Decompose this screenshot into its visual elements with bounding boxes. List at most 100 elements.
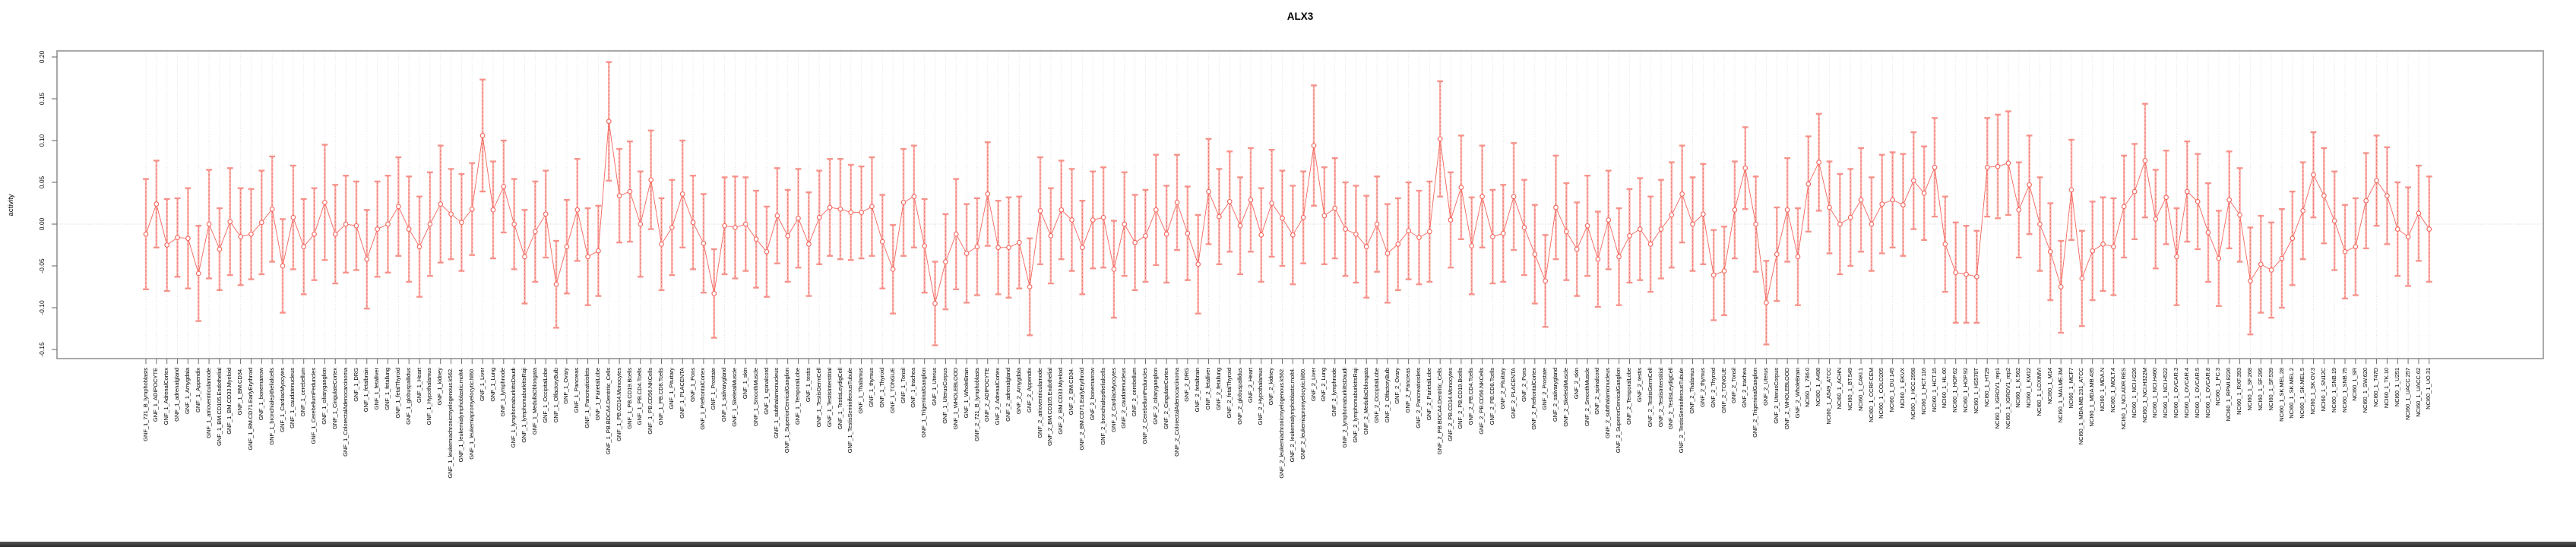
x-tick-label: NCI60_1_RXF.393 — [2236, 368, 2243, 415]
data-point — [890, 267, 896, 272]
data-point — [964, 251, 970, 256]
x-tick-label: NCI60_1_OVCAR.5 — [2193, 368, 2201, 419]
x-tick-label: GNF_1_WHOLEBLOOD — [951, 368, 959, 430]
x-tick-label: GNF_1_fetalThyroid — [394, 368, 401, 419]
x-tick-label: NCI60_1_MCF7 — [2067, 368, 2074, 409]
data-point — [427, 221, 433, 227]
data-point — [511, 221, 517, 227]
x-tick-label: NCI60_1_HCT.116 — [1919, 368, 1927, 415]
data-point — [742, 221, 748, 227]
data-point — [774, 213, 780, 219]
y-tick-label: -0.05 — [38, 258, 46, 274]
data-point — [2268, 267, 2274, 273]
data-point — [1132, 239, 1138, 245]
data-point — [1805, 181, 1812, 187]
data-point — [985, 191, 991, 197]
data-point — [564, 244, 570, 250]
data-point — [1690, 221, 1695, 227]
data-point — [1059, 207, 1065, 213]
x-tick-label: GNF_2_BM.CD33.Myeloid — [1057, 368, 1065, 435]
x-tick-label: GNF_2_MedullaOblongata — [1362, 368, 1369, 435]
data-point — [2311, 172, 2316, 178]
x-tick-label: GNF_1_spinalcord — [762, 368, 770, 415]
x-tick-label: GNF_2_adrenalgland — [1005, 368, 1012, 422]
x-tick-label: GNF_1_fetallung — [384, 368, 391, 410]
x-tick-label: GNF_2_BM.CD105.Endothelial — [1046, 368, 1054, 446]
x-tick-label: GNF_2_SuperiorCervicalGanglion — [1615, 368, 1622, 454]
data-point — [1448, 217, 1454, 223]
x-tick-label: GNF_1_Appendix — [194, 368, 201, 413]
data-point — [217, 246, 223, 252]
x-tick-label: GNF_2_bonemarrow — [1088, 368, 1096, 421]
x-tick-label: NCI60_1_IGROV1_rep1 — [1993, 368, 2001, 429]
x-tick-label: GNF_1_ColorectalAdenocarcinoma — [341, 368, 349, 457]
data-point — [2037, 221, 2043, 227]
data-point — [1637, 226, 1643, 232]
y-tick-label: 0.05 — [38, 175, 46, 189]
x-tick-label: GNF_2_CerebellumPeduncles — [1141, 368, 1149, 444]
data-point — [2394, 226, 2400, 232]
x-tick-label: GNF_2_ciliaryganglion — [1151, 368, 1159, 425]
x-tick-label: GNF_1_PB.BDCA4.Dentritic_Cells — [604, 368, 612, 455]
data-point — [206, 221, 212, 227]
data-point — [974, 244, 980, 250]
data-point — [722, 223, 727, 229]
data-point — [1627, 233, 1632, 239]
data-point — [1606, 217, 1612, 223]
chart-title: ALX3 — [1286, 11, 1314, 22]
data-point — [616, 193, 622, 198]
x-tick-label: NCI60_1_OVCAR.3 — [2173, 368, 2180, 419]
data-point — [2321, 193, 2327, 198]
x-tick-label: GNF_2_UterusCorpus — [1772, 368, 1780, 424]
data-point — [1374, 221, 1380, 227]
data-point — [2426, 226, 2432, 232]
x-tick-label: GNF_1_TestisSeminiferousTubule — [847, 368, 854, 454]
data-point — [290, 214, 296, 220]
x-tick-label: GNF_2_ParietalLobe — [1425, 368, 1432, 421]
data-point — [395, 204, 401, 210]
data-point — [1153, 207, 1159, 213]
data-point — [1942, 242, 1948, 247]
data-point — [1090, 217, 1096, 223]
data-point — [416, 244, 422, 250]
data-point — [322, 200, 328, 205]
x-tick-label: GNF_1_fetalbrain — [362, 368, 370, 413]
x-tick-label: GNF_1_CingulateCortex — [331, 368, 338, 430]
x-tick-label: NCI60_1_TK.10 — [2383, 368, 2390, 409]
x-tick-label: GNF_2_trachea — [1741, 368, 1748, 408]
data-point — [1563, 229, 1569, 235]
x-tick-label: GNF_1_subthalamicnucleus — [773, 368, 780, 438]
x-tick-label: GNF_2_fetalThyroid — [1225, 368, 1233, 419]
data-point — [1143, 233, 1148, 239]
x-tick-label: GNF_2_spinalcord — [1593, 368, 1601, 415]
data-point — [1343, 226, 1348, 232]
data-point — [248, 231, 254, 237]
x-tick-label: GNF_1_Liver — [478, 368, 486, 402]
data-point — [1206, 188, 1211, 194]
x-tick-label: GNF_1_BM.CD71.EarlyErythroid — [247, 368, 255, 451]
x-tick-label: NCI60_1_786.0 — [1804, 368, 1812, 407]
x-tick-label: NCI60_1_UO.31 — [2425, 368, 2432, 409]
x-tick-label: GNF_1_BM.CD33.Myeloid — [226, 368, 233, 435]
x-tick-label: GNF_1_ParietalLobe — [594, 368, 602, 421]
data-point — [627, 188, 633, 194]
x-tick-label: GNF_1_ADIPOCYTE — [152, 368, 160, 422]
data-point — [1910, 178, 1916, 184]
x-tick-label: NCI60_1_HCT.15 — [1930, 368, 1938, 413]
data-point — [2131, 188, 2138, 194]
x-tick-label: GNF_2_PB.CD19.Bcells — [1457, 368, 1464, 429]
x-tick-label: GNF_1_leukemiachronicmyelogenous.k562. — [447, 368, 454, 479]
data-point — [406, 226, 412, 232]
x-tick-label: NCI60_1_SNB.75 — [2340, 368, 2348, 413]
data-point — [2279, 255, 2285, 261]
x-tick-label: GNF_2_caudatenucleus — [1120, 368, 1128, 428]
data-point — [2174, 254, 2179, 260]
x-tick-label: GNF_1_lymphomaburkittsDaudi — [510, 368, 517, 448]
x-tick-label: GNF_2_CingulateCortex — [1162, 368, 1169, 430]
data-point — [1458, 185, 1464, 190]
data-point — [1890, 197, 1895, 203]
x-tick-label: GNF_1_leukemialymphoblastic.molt4. — [457, 368, 464, 463]
x-tick-label: GNF_1_bonemarrow — [257, 368, 264, 421]
data-point — [2416, 210, 2422, 217]
data-point — [385, 221, 391, 227]
